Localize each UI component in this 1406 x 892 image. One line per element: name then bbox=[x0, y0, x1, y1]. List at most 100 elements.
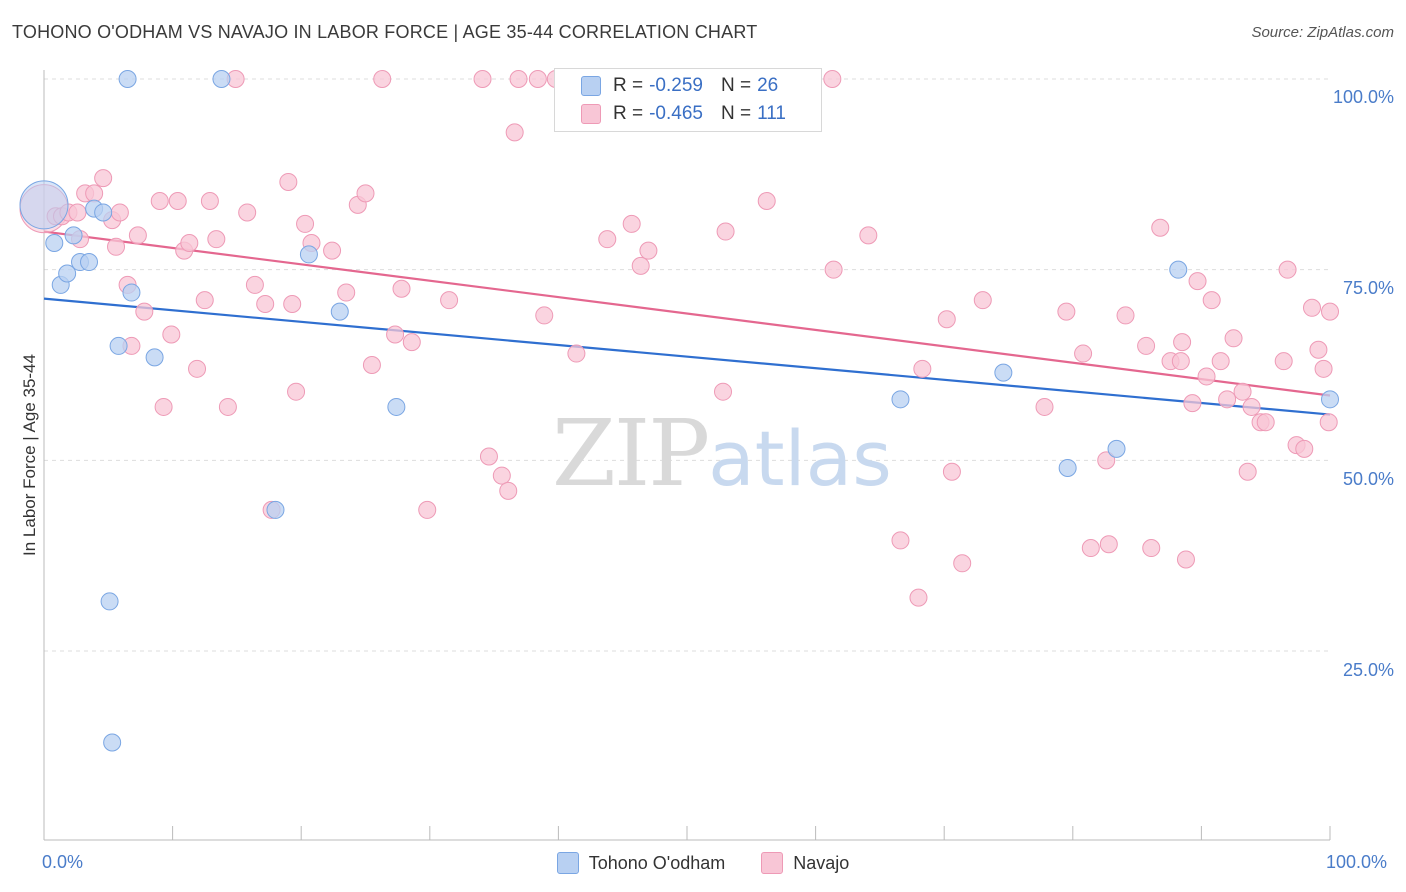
point-navajo bbox=[598, 230, 617, 249]
legend-r-label: R = bbox=[613, 75, 644, 96]
point-navajo bbox=[622, 214, 641, 233]
point-navajo bbox=[1202, 291, 1221, 310]
point-navajo bbox=[1074, 344, 1093, 363]
x-tick-label-0: 0.0% bbox=[42, 852, 84, 872]
point-navajo bbox=[942, 462, 961, 481]
point-navajo bbox=[154, 397, 173, 416]
legend-n-label: N = bbox=[720, 75, 752, 96]
point-navajo bbox=[296, 214, 315, 233]
point-tohono bbox=[330, 302, 349, 321]
point-navajo bbox=[1142, 539, 1161, 558]
point-navajo bbox=[1274, 352, 1293, 371]
data-points bbox=[19, 70, 1339, 752]
point-navajo bbox=[824, 260, 843, 279]
point-navajo bbox=[913, 359, 932, 378]
y-tick-label-25: 25.0% bbox=[1342, 660, 1394, 680]
point-navajo bbox=[386, 325, 405, 344]
point-navajo bbox=[402, 333, 421, 352]
point-navajo bbox=[1233, 382, 1252, 401]
point-navajo bbox=[94, 169, 113, 188]
point-tohono bbox=[1058, 458, 1077, 477]
point-navajo bbox=[287, 382, 306, 401]
point-navajo bbox=[418, 500, 437, 519]
point-navajo bbox=[85, 184, 104, 203]
point-navajo bbox=[1295, 439, 1314, 458]
legend-r-label: R = bbox=[613, 103, 644, 124]
source-credit: Source: ZipAtlas.com bbox=[1251, 24, 1394, 41]
point-navajo bbox=[238, 203, 257, 222]
point-navajo bbox=[937, 310, 956, 329]
point-navajo bbox=[188, 359, 207, 378]
point-navajo bbox=[68, 203, 87, 222]
point-tohono bbox=[80, 253, 99, 272]
point-tohono bbox=[103, 733, 122, 752]
point-navajo bbox=[283, 294, 302, 313]
point-navajo bbox=[1151, 218, 1170, 237]
legend-row-navajo: R = -0.465 N = 111 bbox=[555, 100, 786, 128]
point-navajo bbox=[1211, 352, 1230, 371]
gridlines bbox=[44, 78, 1330, 652]
correlation-legend: R = -0.259 N = 26 R = -0.465 N = 111 bbox=[554, 68, 822, 132]
series-label-navajo: Navajo bbox=[793, 852, 850, 873]
point-navajo bbox=[1137, 336, 1156, 355]
point-navajo bbox=[1035, 397, 1054, 416]
point-tohono bbox=[1169, 260, 1188, 279]
legend-n-value: 111 bbox=[757, 103, 786, 124]
point-navajo bbox=[337, 283, 356, 302]
watermark: ZIPatlas bbox=[552, 400, 892, 507]
y-tick-label-50: 50.0% bbox=[1342, 469, 1394, 489]
point-tohono bbox=[118, 70, 137, 88]
point-tohono bbox=[1107, 439, 1126, 458]
point-navajo bbox=[1278, 260, 1297, 279]
point-navajo bbox=[1097, 451, 1116, 470]
point-navajo bbox=[373, 70, 392, 88]
trend-line-navajo bbox=[43, 230, 1331, 397]
point-navajo bbox=[218, 397, 237, 416]
watermark-zip: ZIP bbox=[552, 400, 710, 507]
point-navajo bbox=[392, 279, 411, 298]
point-tohono bbox=[994, 363, 1013, 382]
point-navajo bbox=[891, 531, 910, 550]
point-navajo bbox=[323, 241, 342, 260]
series-label-tohono: Tohono O'odham bbox=[588, 852, 726, 873]
point-navajo bbox=[973, 291, 992, 310]
point-navajo bbox=[716, 222, 735, 241]
y-tick-label-100: 100.0% bbox=[1332, 87, 1394, 107]
point-navajo bbox=[1319, 413, 1338, 432]
point-navajo bbox=[1176, 550, 1195, 569]
trend-lines bbox=[43, 230, 1331, 416]
point-navajo bbox=[128, 226, 147, 245]
point-navajo bbox=[1302, 298, 1321, 317]
point-navajo bbox=[180, 233, 199, 252]
point-navajo bbox=[714, 382, 733, 401]
point-navajo bbox=[135, 302, 154, 321]
point-navajo bbox=[1224, 329, 1243, 348]
point-tohono bbox=[387, 397, 406, 416]
legend-n-label: N = bbox=[720, 103, 752, 124]
point-tohono bbox=[45, 233, 64, 252]
point-navajo bbox=[1183, 394, 1202, 413]
legend-swatch-tohono bbox=[581, 76, 601, 96]
point-navajo bbox=[1173, 333, 1192, 352]
point-tohono bbox=[891, 390, 910, 409]
series-legend-navajo: Navajo bbox=[761, 852, 849, 874]
point-navajo bbox=[1188, 272, 1207, 291]
series-legend-tohono: Tohono O'odham bbox=[556, 852, 726, 874]
point-navajo bbox=[823, 70, 842, 88]
point-navajo bbox=[1238, 462, 1257, 481]
point-navajo bbox=[757, 192, 776, 211]
point-navajo bbox=[107, 237, 126, 256]
series-swatch-tohono bbox=[556, 852, 579, 874]
legend-r-value: -0.465 bbox=[649, 103, 703, 124]
point-navajo bbox=[509, 70, 528, 88]
point-tohono bbox=[266, 500, 285, 519]
axes bbox=[43, 70, 1331, 841]
x-tick-label-100: 100.0% bbox=[1326, 852, 1388, 872]
point-tohono bbox=[299, 245, 318, 264]
y-axis-label: In Labor Force | Age 35-44 bbox=[20, 354, 39, 556]
point-navajo bbox=[1057, 302, 1076, 321]
point-tohono bbox=[1321, 390, 1339, 409]
point-navajo bbox=[1099, 535, 1118, 554]
point-navajo bbox=[479, 447, 498, 466]
point-tohono bbox=[100, 592, 119, 611]
